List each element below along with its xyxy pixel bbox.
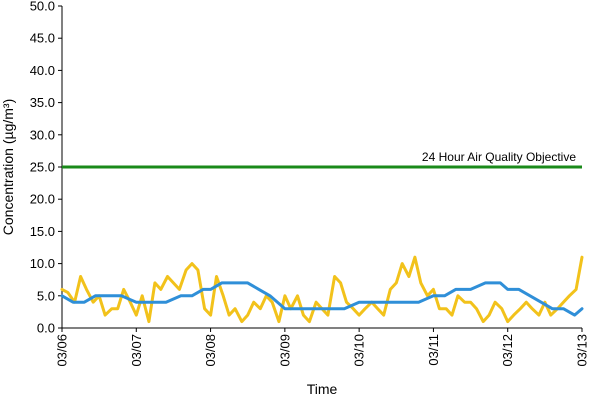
y-tick-label: 0.0 bbox=[37, 321, 55, 336]
x-tick-label: 03/07 bbox=[129, 334, 144, 367]
x-tick-label: 03/09 bbox=[277, 334, 292, 367]
y-tick-label: 45.0 bbox=[30, 31, 55, 46]
y-axis-title: Concentration (µg/m³) bbox=[0, 99, 16, 235]
x-tick-label: 03/11 bbox=[426, 334, 441, 366]
x-axis-title: Time bbox=[307, 381, 338, 397]
x-tick-label: 03/10 bbox=[352, 334, 367, 367]
x-tick-label: 03/13 bbox=[575, 334, 590, 367]
y-tick-label: 10.0 bbox=[30, 256, 55, 271]
x-tick-label: 03/08 bbox=[203, 334, 218, 367]
y-tick-label: 50.0 bbox=[30, 0, 55, 14]
y-tick-label: 40.0 bbox=[30, 63, 55, 78]
y-tick-label: 15.0 bbox=[30, 224, 55, 239]
objective-label: 24 Hour Air Quality Objective bbox=[422, 150, 576, 164]
series-layer bbox=[60, 255, 584, 324]
x-axis-ticks: 03/06 03/07 03/08 03/09 03/10 03/11 03/12 03/13 bbox=[55, 328, 590, 367]
y-tick-label: 25.0 bbox=[30, 160, 55, 175]
y-tick-label: 35.0 bbox=[30, 95, 55, 110]
x-tick-label: 03/06 bbox=[55, 334, 70, 367]
y-tick-label: 20.0 bbox=[30, 192, 55, 207]
y-axis-ticks: 0.0 5.0 10.0 15.0 20.0 25.0 30.0 35.0 40.0 45.0 50… bbox=[30, 0, 62, 336]
x-tick-label: 03/12 bbox=[500, 334, 515, 367]
series-line-2 bbox=[60, 281, 584, 317]
y-tick-label: 5.0 bbox=[37, 288, 55, 303]
y-tick-label: 30.0 bbox=[30, 127, 55, 142]
series-line-1 bbox=[60, 255, 584, 324]
